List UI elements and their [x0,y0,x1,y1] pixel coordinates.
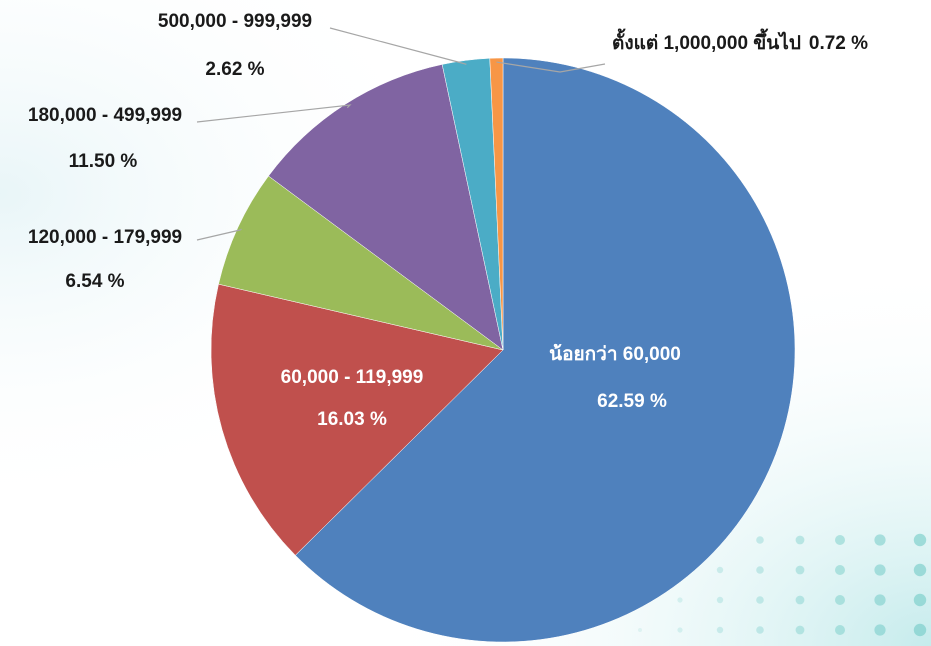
decor-dot [716,596,724,604]
decor-dot [913,533,927,547]
slice-value-label: 0.72 % [809,33,868,54]
slice-label: 120,000 - 179,999 [28,227,182,248]
pie-slice [295,57,796,643]
decor-dot [874,534,886,546]
pie-slice [489,57,504,351]
decor-dot [835,595,845,605]
leader-line [496,61,606,73]
slice-label: ตั้งแต่ 1,000,000 ขึ้นไป [612,28,801,54]
slice-label: 180,000 - 499,999 [28,105,182,126]
decor-dot [795,565,805,575]
decor-dot [716,626,724,634]
decor-dot [756,536,764,544]
slice-value-label: 6.54 % [65,271,124,292]
decor-dot [874,624,886,636]
leader-line [196,228,242,241]
decor-dot [874,564,886,576]
decor-dot [874,594,886,606]
decor-dot [913,623,927,637]
decor-dot [756,596,764,604]
pie-slice [218,175,504,351]
decor-dot [677,627,683,633]
slice-label: น้อยกว่า 60,000 [549,343,681,365]
leader-line [329,27,467,65]
slice-value-label: 16.03 % [317,409,387,430]
decor-dot [795,535,805,545]
decor-dot [835,535,845,545]
decor-dot [835,625,845,635]
leader-line [196,104,352,123]
slice-label: 500,000 - 999,999 [158,11,312,32]
decoration [638,533,927,637]
decor-dot [638,628,642,632]
pie-slice [268,64,504,351]
slice-value-label: 11.50 % [69,151,138,172]
slice-value-label: 2.62 % [205,59,264,80]
decor-dot [835,565,845,575]
decor-dot [795,625,805,635]
decor-dot [756,566,764,574]
decor-dot [913,563,927,577]
decor-dot [795,595,805,605]
decor-dot [756,626,764,634]
decor-dot [716,566,724,574]
decor-dot [677,597,683,603]
pie-slice [210,283,504,556]
decor-dot [913,593,927,607]
slice-label: 60,000 - 119,999 [281,367,424,388]
slice-value-label: 62.59 % [597,391,667,412]
